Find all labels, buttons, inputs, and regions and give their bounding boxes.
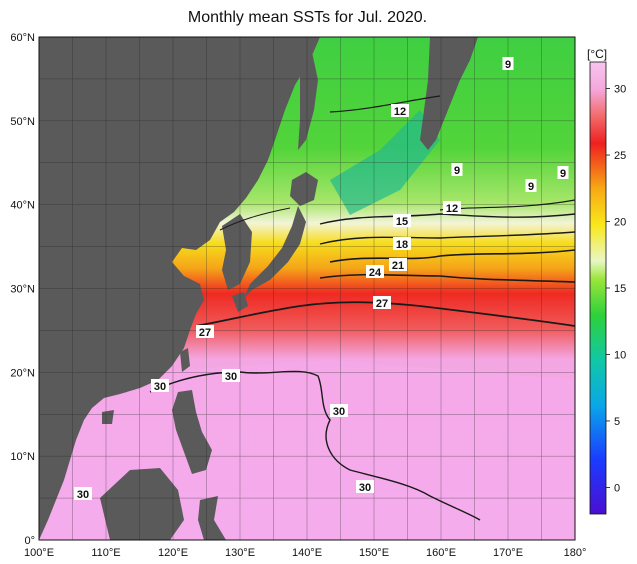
colorbar-tick-label: 30	[614, 84, 626, 96]
lat-tick-label: 10°N	[10, 451, 35, 463]
isotherm-27-north	[219, 207, 291, 231]
lat-tick-label: 40°N	[10, 200, 35, 212]
svg-text:9: 9	[528, 181, 534, 193]
contour-label: 21	[389, 258, 407, 272]
contour-label: 9	[502, 57, 514, 71]
lon-tick-label: 140°E	[292, 547, 322, 559]
contour-label: 18	[393, 237, 411, 251]
colorbar-tick-label: 20	[614, 217, 626, 229]
lon-tick-label: 180°	[564, 547, 587, 559]
svg-text:9: 9	[454, 165, 460, 177]
contour-label: 30	[356, 480, 374, 494]
lon-tick-label: 100°E	[24, 547, 54, 559]
colorbar-tick-label: 25	[614, 150, 626, 162]
svg-text:15: 15	[396, 216, 408, 228]
contour-label: 30	[222, 369, 240, 383]
colorbar-tick-label: 5	[614, 416, 620, 428]
colorbar	[589, 61, 607, 515]
svg-text:27: 27	[199, 327, 211, 339]
isotherm-15	[319, 213, 575, 225]
colorbar-unit: [°C]	[587, 47, 607, 61]
contour-label: 27	[196, 325, 214, 339]
svg-text:9: 9	[505, 59, 511, 71]
colorbar-tick-label: 15	[614, 283, 626, 295]
isotherm-21	[329, 249, 575, 263]
svg-text:30: 30	[333, 406, 345, 418]
lon-tick-label: 170°E	[493, 547, 523, 559]
contour-label: 9	[557, 166, 569, 180]
contour-label: 30	[151, 379, 169, 393]
svg-text:30: 30	[77, 489, 89, 501]
svg-text:12: 12	[446, 203, 458, 215]
land-hokkaido	[290, 172, 318, 206]
land-borneo	[100, 468, 184, 540]
isotherm-27	[195, 301, 575, 327]
contour-label: 15	[393, 214, 411, 228]
land-kamchatka	[420, 37, 478, 150]
contour-label: 12	[443, 201, 461, 215]
contour-label: 9	[451, 163, 463, 177]
lon-tick-label: 150°E	[359, 547, 389, 559]
contour-label: 24	[366, 265, 384, 279]
land-korea	[222, 214, 252, 290]
colorbar-tick-label: 10	[614, 349, 626, 361]
svg-text:30: 30	[154, 381, 166, 393]
land-sulawesi	[198, 496, 226, 540]
lon-tick-label: 130°E	[225, 547, 255, 559]
land-taiwan	[180, 348, 190, 372]
svg-text:30: 30	[359, 482, 371, 494]
lat-tick-label: 0°	[24, 535, 35, 547]
svg-text:24: 24	[369, 267, 382, 279]
lon-tick-label: 120°E	[158, 547, 188, 559]
lon-tick-label: 110°E	[91, 547, 120, 559]
land-honshu	[244, 206, 306, 298]
lat-tick-label: 20°N	[10, 367, 35, 379]
svg-text:9: 9	[560, 168, 566, 180]
lat-tick-label: 30°N	[10, 284, 35, 296]
map-title: Monthly mean SSTs for Jul. 2020.	[187, 9, 428, 26]
lat-tick-label: 60°N	[10, 32, 35, 44]
land-philippines	[172, 390, 212, 474]
land-sakhalin	[298, 52, 318, 150]
isotherm-24	[319, 273, 575, 283]
svg-text:21: 21	[392, 260, 404, 272]
contour-label: 9	[525, 179, 537, 193]
contour-label: 27	[373, 296, 391, 310]
contour-label: 30	[330, 404, 348, 418]
contour-label: 12	[391, 104, 409, 118]
contour-label: 30	[74, 487, 92, 501]
lon-tick-label: 160°E	[426, 547, 456, 559]
isotherm-18	[319, 231, 575, 245]
svg-text:12: 12	[394, 106, 406, 118]
lat-tick-label: 50°N	[10, 116, 35, 128]
svg-text:18: 18	[396, 239, 408, 251]
svg-text:30: 30	[225, 371, 237, 383]
svg-text:27: 27	[376, 298, 388, 310]
land-hainan	[102, 410, 114, 424]
map-frame	[38, 36, 576, 541]
colorbar-tick-label: 0	[614, 482, 620, 494]
